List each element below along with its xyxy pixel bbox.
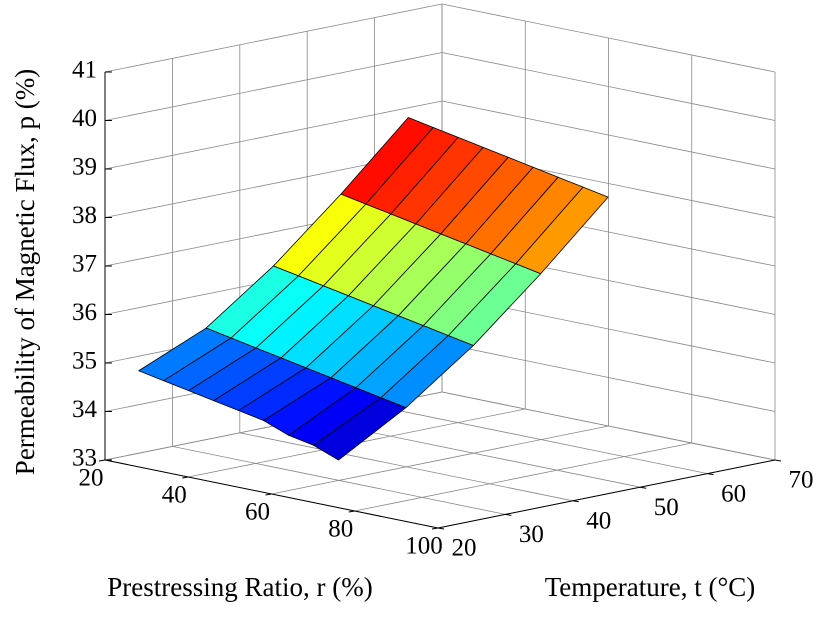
z-tick-label: 37 bbox=[72, 251, 97, 278]
grid-line bbox=[104, 52, 443, 121]
tick-mark bbox=[774, 459, 782, 462]
z-tick-label: 38 bbox=[72, 202, 97, 229]
grid-line bbox=[441, 3, 776, 73]
tick-mark bbox=[437, 527, 445, 530]
z-tick-label: 33 bbox=[72, 445, 97, 472]
x-axis-title: Prestressing Ratio, r (%) bbox=[107, 572, 372, 602]
tick-mark bbox=[572, 500, 579, 503]
z-tick-label: 41 bbox=[72, 57, 97, 84]
x-tick-label: 80 bbox=[328, 516, 353, 543]
y-tick-label: 70 bbox=[789, 467, 814, 494]
surface-face bbox=[313, 397, 407, 461]
z-tick-label: 40 bbox=[72, 105, 97, 132]
y-tick-label: 30 bbox=[519, 521, 544, 548]
tick-mark bbox=[98, 459, 106, 462]
grid-line bbox=[104, 100, 443, 170]
x-tick-label: 20 bbox=[79, 465, 104, 492]
z-tick-label: 35 bbox=[72, 348, 97, 375]
z-tick-label: 34 bbox=[72, 396, 98, 423]
tick-mark bbox=[348, 510, 355, 513]
z-tick-label: 39 bbox=[72, 154, 97, 181]
z-tick-label: 36 bbox=[72, 299, 97, 326]
tick-mark bbox=[707, 473, 714, 476]
y-axis-title: Temperature, t (°C) bbox=[545, 572, 756, 602]
x-tick-label: 60 bbox=[245, 499, 270, 526]
grid-line bbox=[172, 446, 506, 515]
tick-mark bbox=[265, 493, 272, 496]
tick-mark bbox=[431, 527, 439, 530]
grid-line bbox=[441, 343, 776, 412]
grid-line bbox=[271, 425, 609, 495]
grid-line bbox=[441, 52, 776, 121]
y-tick-label: 40 bbox=[586, 508, 611, 535]
grid-line bbox=[441, 100, 776, 170]
grid-line bbox=[239, 432, 573, 502]
y-tick-label: 60 bbox=[721, 480, 746, 507]
tick-mark bbox=[182, 476, 189, 479]
grid-line bbox=[374, 405, 708, 474]
y-tick-label: 20 bbox=[452, 535, 477, 562]
grid-line bbox=[354, 442, 692, 512]
tick-mark bbox=[640, 486, 647, 489]
x-tick-label: 40 bbox=[162, 482, 187, 509]
axis-line bbox=[437, 459, 776, 529]
tick-mark bbox=[505, 513, 512, 516]
grid-line bbox=[104, 3, 443, 73]
x-tick-label: 100 bbox=[405, 533, 443, 560]
grid-line bbox=[441, 391, 776, 461]
z-axis-title: Permeability of Magnetic Flux, p (%) bbox=[10, 69, 40, 475]
y-tick-label: 50 bbox=[654, 494, 679, 521]
